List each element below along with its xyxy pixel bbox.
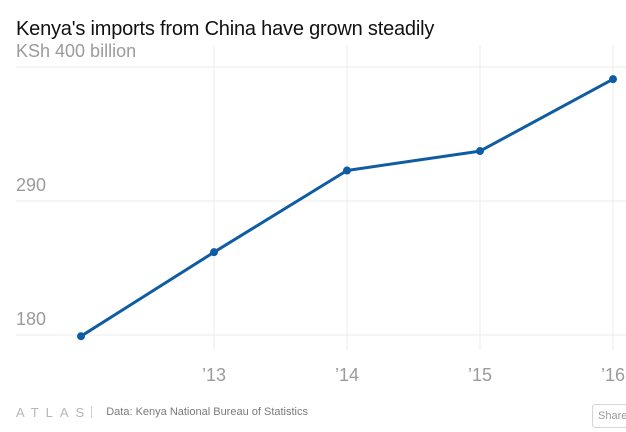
chart-title: Kenya's imports from China have grown st… — [16, 18, 435, 40]
footer-divider — [91, 406, 93, 418]
data-points — [77, 75, 617, 341]
atlas-logo: ATLAS — [16, 404, 92, 420]
y-axis-tick-labels: 180 290 KSh 400 billion — [16, 41, 136, 329]
data-point — [476, 147, 484, 156]
line-chart: 180 290 KSh 400 billion ’13 ’14 ’15 ’16 — [16, 41, 626, 385]
data-point — [343, 166, 351, 175]
x-tick-label: ’16 — [601, 365, 625, 385]
y-tick-label: KSh 400 billion — [16, 41, 136, 61]
grid — [16, 45, 626, 350]
y-tick-label: 180 — [16, 309, 46, 329]
x-tick-label: ’13 — [202, 365, 226, 385]
x-tick-label: ’15 — [468, 365, 492, 385]
data-point — [77, 332, 85, 341]
x-tick-label: ’14 — [335, 365, 359, 385]
y-tick-label: 290 — [16, 175, 46, 195]
x-axis-tick-labels: ’13 ’14 ’15 ’16 — [202, 365, 625, 385]
share-button[interactable]: Share — [592, 404, 626, 428]
source-note: Data: Kenya National Bureau of Statistic… — [106, 406, 308, 418]
data-point — [210, 248, 218, 257]
data-point — [609, 75, 617, 84]
footer: ATLAS Data: Kenya National Bureau of Sta… — [16, 404, 308, 420]
